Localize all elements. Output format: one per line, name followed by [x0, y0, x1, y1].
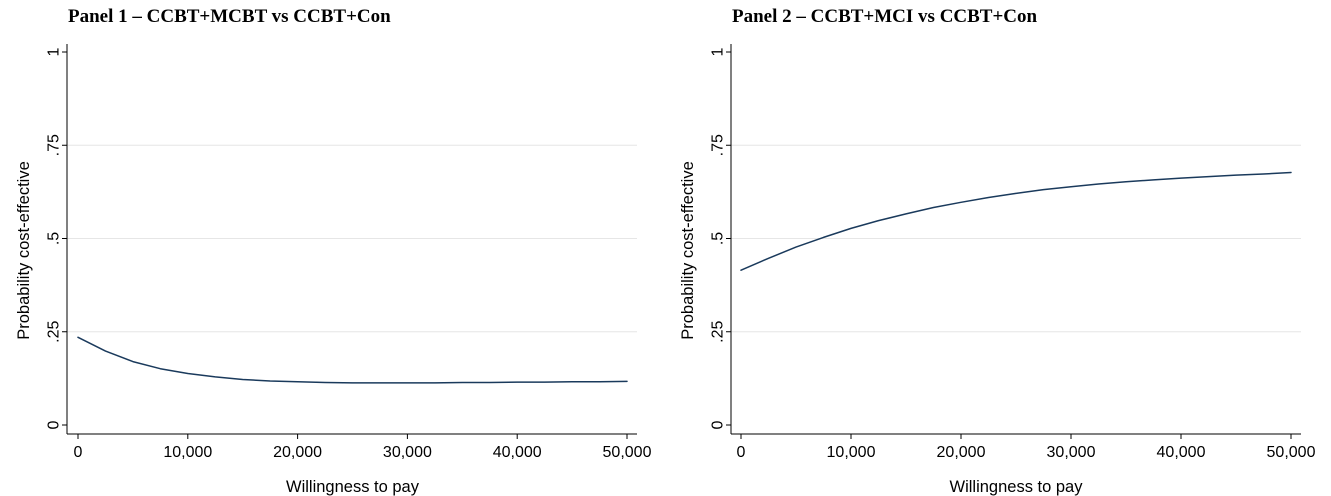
panel-1-x-tick-label: 20,000 — [273, 444, 322, 461]
panel-1-y-tick-label: .75 — [46, 134, 63, 156]
panel-2-y-tick-label: 0 — [710, 420, 727, 429]
panel-1-y-tick-label: 0 — [46, 420, 63, 429]
panel-2-x-tick-label: 10,000 — [827, 444, 876, 461]
panel-1-x-tick-label: 40,000 — [493, 444, 542, 461]
panel-1-y-axis-title: Probability cost-effective — [15, 161, 33, 340]
panel-1-x-tick-label: 0 — [74, 444, 83, 461]
panel-1-series-line — [77, 336, 628, 384]
panel-2-y-axis-title: Probability cost-effective — [679, 161, 697, 340]
panel-2-x-tick-label: 0 — [737, 444, 746, 461]
panel-2-x-tick-label: 50,000 — [1267, 444, 1316, 461]
panel-1-y-tick-label: .25 — [46, 321, 63, 343]
panel-1-title: Panel 1 – CCBT+MCBT vs CCBT+Con — [68, 6, 391, 27]
panel-2-y-tick-label: .5 — [710, 232, 727, 245]
panel-1-x-axis-title: Willingness to pay — [286, 478, 420, 496]
panel-1-y-tick-label: .5 — [46, 232, 63, 245]
panel-2-title: Panel 2 – CCBT+MCI vs CCBT+Con — [732, 6, 1038, 27]
panel-1-x-tick-label: 50,000 — [603, 444, 652, 461]
panel-1-y-tick-label: 1 — [46, 47, 63, 56]
panel-1-x-tick-label: 30,000 — [383, 444, 432, 461]
panel-1-plot: 0 .25 .5 .75 1 0 10,000 20,000 30,000 40,000 50,00… — [15, 44, 652, 496]
panel-2-y-tick-label: .25 — [710, 321, 727, 343]
panel-1-x-tick-label: 10,000 — [163, 444, 212, 461]
panel-2-plot: 0 .25 .5 .75 1 0 10,000 20,000 30,000 40,000 50,00… — [679, 44, 1316, 496]
panel-2-x-tick-label: 20,000 — [937, 444, 986, 461]
panel-2-x-tick-label: 30,000 — [1047, 444, 1096, 461]
panel-2-series-line — [740, 171, 1292, 271]
panel-2-x-tick-label: 40,000 — [1157, 444, 1206, 461]
panel-2-x-axis-title: Willingness to pay — [950, 478, 1084, 496]
panel-2-y-tick-label: 1 — [710, 47, 727, 56]
panel-2-y-tick-label: .75 — [710, 134, 727, 156]
